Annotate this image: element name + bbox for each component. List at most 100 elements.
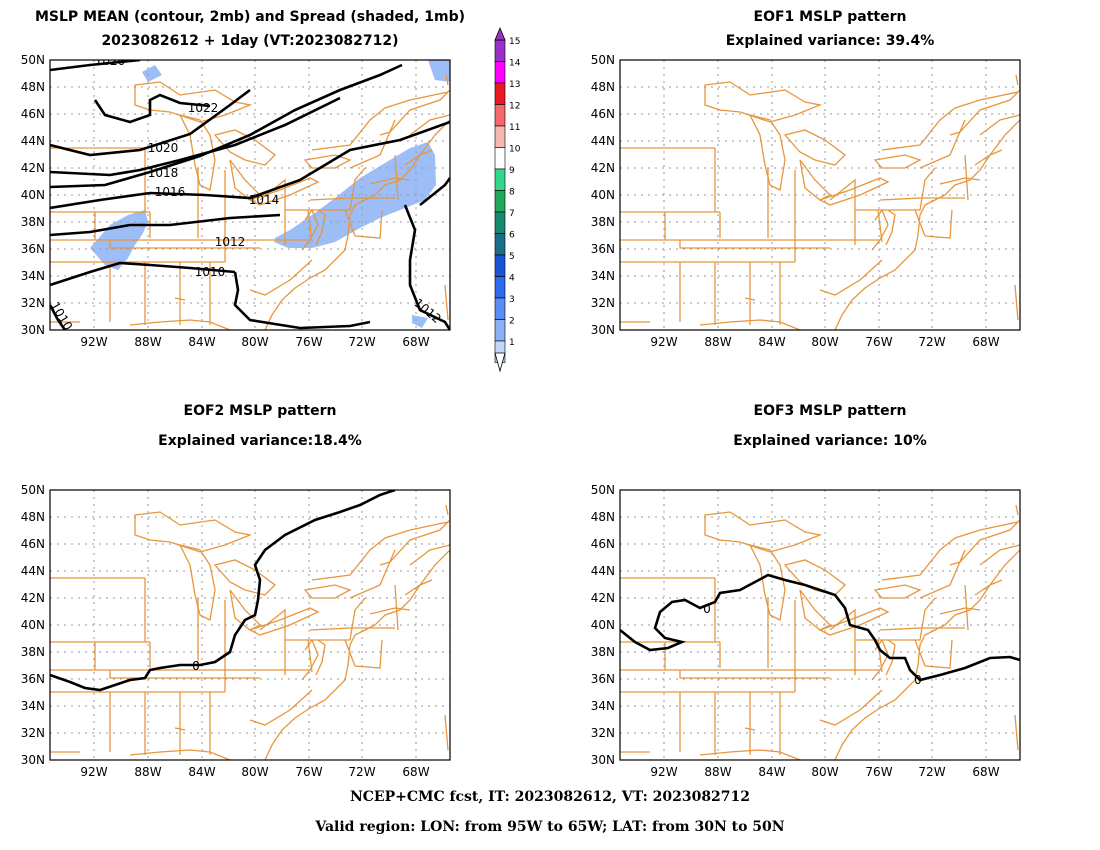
colorbar-bottom-arrow [494, 352, 506, 373]
lon-tick-label: 88W [704, 335, 731, 349]
lat-tick-label: 36N [21, 672, 45, 686]
lon-tick-label: 76W [295, 765, 322, 779]
axis-labels: 50N 48N 46N 44N 42N 40N 38N 36N 34N 32N 30N 92W 88W 8… [21, 53, 1000, 779]
lon-tick-label: 68W [972, 335, 999, 349]
colorbar-label: 6 [509, 231, 515, 241]
lat-tick-label: 42N [21, 591, 45, 605]
lat-tick-label: 38N [21, 645, 45, 659]
eof2-title: EOF2 MSLP pattern [183, 403, 337, 419]
colorbar-swatch [494, 319, 506, 342]
lon-tick-label: 80W [811, 765, 838, 779]
lon-tick-label: 76W [865, 765, 892, 779]
colorbar-swatch [494, 82, 506, 105]
lat-tick-label: 34N [591, 699, 615, 713]
colorbar-label: 10 [509, 145, 521, 155]
colorbar-swatch [494, 211, 506, 234]
lat-tick-label: 42N [591, 161, 615, 175]
lon-tick-label: 72W [348, 335, 375, 349]
contour-label: 1020 [95, 54, 126, 68]
panel-eof3: 0 0 [619, 489, 1021, 761]
lat-tick-label: 30N [21, 323, 45, 337]
eof1-variance: Explained variance: 39.4% [725, 33, 935, 49]
lat-tick-label: 30N [591, 753, 615, 767]
lat-tick-label: 46N [21, 537, 45, 551]
lat-tick-label: 48N [21, 80, 45, 94]
colorbar-label: 5 [509, 252, 515, 262]
colorbar-label: 15 [509, 37, 520, 47]
colorbar-label: 12 [509, 102, 520, 112]
lon-tick-label: 84W [758, 335, 785, 349]
panel-eof1 [619, 59, 1021, 331]
colorbar-swatch [494, 147, 506, 170]
lat-tick-label: 48N [591, 80, 615, 94]
lon-tick-label: 80W [811, 335, 838, 349]
lat-tick-label: 38N [21, 215, 45, 229]
colorbar-label: 9 [509, 166, 515, 176]
lon-tick-label: 84W [188, 765, 215, 779]
lon-tick-label: 88W [134, 335, 161, 349]
colorbar-label: 3 [509, 295, 515, 305]
lat-tick-label: 40N [21, 188, 45, 202]
lat-tick-label: 50N [21, 53, 45, 67]
lat-tick-label: 32N [591, 296, 615, 310]
colorbar-label: 13 [509, 80, 520, 90]
lat-tick-label: 44N [591, 134, 615, 148]
footer-line1: NCEP+CMC fcst, IT: 2023082612, VT: 20230… [349, 789, 751, 805]
contour-label: 1012 [215, 235, 246, 249]
colorbar-swatch [494, 276, 506, 299]
colorbar-swatch [494, 125, 506, 148]
lon-tick-label: 92W [650, 765, 677, 779]
lon-tick-label: 72W [918, 335, 945, 349]
lat-tick-label: 32N [21, 726, 45, 740]
eof2-zero-contour [50, 490, 396, 692]
isobar-contours [50, 60, 450, 330]
lat-tick-label: 44N [21, 134, 45, 148]
colorbar-top-arrow [494, 26, 506, 41]
contour-label: 1022 [188, 101, 219, 115]
colorbar-swatch [494, 104, 506, 127]
colorbar-swatch [494, 254, 506, 277]
eof2-variance: Explained variance:18.4% [158, 433, 362, 449]
lon-tick-label: 76W [865, 335, 892, 349]
lon-tick-label: 88W [134, 765, 161, 779]
lon-tick-label: 72W [918, 765, 945, 779]
colorbar-swatch [494, 297, 506, 320]
colorbar-label: 2 [509, 317, 515, 327]
lat-tick-label: 40N [591, 618, 615, 632]
lat-tick-label: 36N [591, 242, 615, 256]
colorbar-label: 14 [509, 59, 521, 69]
colorbar-label: 1 [509, 338, 515, 348]
eof3-contour-label-b: 0 [914, 673, 922, 687]
lat-tick-label: 34N [21, 699, 45, 713]
lon-tick-label: 92W [80, 335, 107, 349]
lon-tick-label: 68W [402, 335, 429, 349]
colorbar-swatch [494, 168, 506, 191]
lon-tick-label: 80W [241, 765, 268, 779]
colorbar: 15 14 13 12 11 10 9 8 7 6 5 4 3 2 1 [494, 26, 521, 373]
colorbar-swatch [494, 190, 506, 213]
lon-tick-label: 68W [402, 765, 429, 779]
lon-tick-label: 72W [348, 765, 375, 779]
lat-tick-label: 40N [21, 618, 45, 632]
lat-tick-label: 48N [21, 510, 45, 524]
contour-label: 1016 [155, 185, 186, 199]
lat-tick-label: 40N [591, 188, 615, 202]
eof3-contour-label-a: 0 [703, 602, 711, 616]
colorbar-label: 11 [509, 123, 520, 133]
colorbar-label: 7 [509, 209, 515, 219]
lat-tick-label: 46N [21, 107, 45, 121]
mean-title-line1: MSLP MEAN (contour, 2mb) and Spread (sha… [35, 9, 465, 25]
eof3-variance: Explained variance: 10% [733, 433, 927, 449]
lat-tick-label: 50N [591, 483, 615, 497]
lon-tick-label: 76W [295, 335, 322, 349]
lon-tick-label: 92W [650, 335, 677, 349]
eof3-title: EOF3 MSLP pattern [753, 403, 907, 419]
lat-tick-label: 42N [591, 591, 615, 605]
lat-tick-label: 30N [21, 753, 45, 767]
panel-mslp-mean: 1022 1020 1018 1016 1014 1012 1010 1012 … [49, 54, 451, 331]
lon-tick-label: 92W [80, 765, 107, 779]
lat-tick-label: 44N [591, 564, 615, 578]
mean-title-line2: 2023082612 + 1day (VT:2023082712) [101, 33, 399, 49]
figure-canvas: 1022 1020 1018 1016 1014 1012 1010 1012 … [21, 26, 1021, 779]
lat-tick-label: 46N [591, 107, 615, 121]
